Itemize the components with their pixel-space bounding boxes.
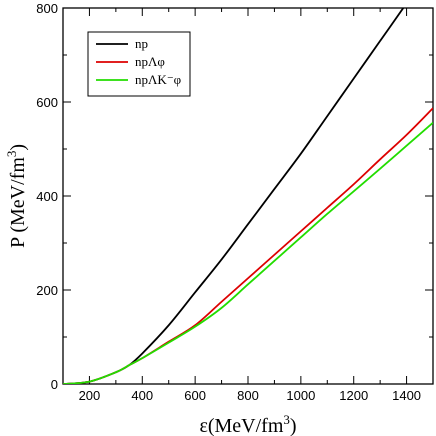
x-tick-label: 1200 (339, 388, 368, 403)
nplambdakphi-series-line (63, 122, 433, 384)
x-tick-label: 600 (184, 388, 206, 403)
nplambdaphi-series-line (63, 107, 433, 384)
x-tick-label: 800 (237, 388, 259, 403)
y-tick-label: 800 (36, 1, 58, 16)
y-axis-label-text: P (MeV/fm (7, 157, 29, 248)
legend-box (87, 31, 191, 97)
legend-entry-np-label: np (135, 36, 148, 51)
legend-entry-nplambdakphi-label: npΛK⁻φ (135, 72, 181, 87)
x-axis-label: ε(MeV/fm3) (199, 412, 296, 436)
x-axis-label-text: ε(MeV/fm (199, 415, 283, 436)
y-tick-label: 400 (36, 189, 58, 204)
x-tick-label: 1000 (286, 388, 315, 403)
data-series (63, 8, 433, 384)
x-axis-label-close: ) (290, 415, 297, 436)
y-tick-label: 0 (51, 377, 58, 392)
x-tick-label: 200 (79, 388, 101, 403)
y-tick-label: 200 (36, 283, 58, 298)
y-axis-label-exponent: 3 (4, 151, 19, 158)
y-tick-label: 600 (36, 95, 58, 110)
axis-ticks: 200 400 600 800 1000 1200 1400 0 200 400 600 800 (36, 1, 434, 403)
x-tick-label: 400 (131, 388, 153, 403)
legend-entry-nplambdaphi-label: npΛφ (135, 54, 165, 69)
x-tick-label: 1400 (392, 388, 421, 403)
legend: np npΛφ npΛK⁻φ (87, 31, 191, 97)
x-axis-label-exponent: 3 (283, 412, 290, 427)
svg-text:P (MeV/fm3): P (MeV/fm3) (4, 144, 29, 248)
y-axis-label: P (MeV/fm3) (4, 144, 29, 248)
y-axis-label-close: ) (7, 144, 29, 151)
